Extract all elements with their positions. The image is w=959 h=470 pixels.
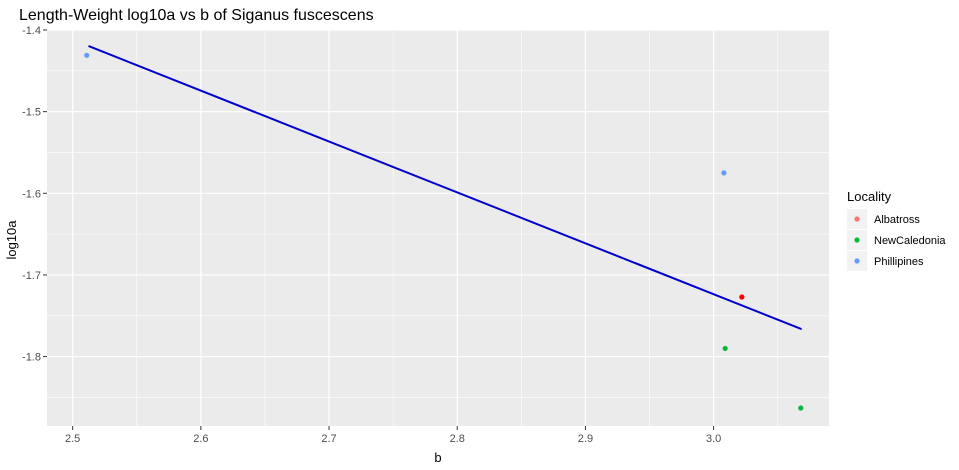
fit-line-group [88, 45, 802, 330]
point-phillipines [84, 52, 90, 58]
x-tick-label: 2.5 [65, 433, 80, 445]
legend-title: Locality [847, 189, 892, 204]
legend-marker-newcaledonia [854, 237, 860, 243]
legend-marker-albatross [854, 216, 860, 222]
grid-major [47, 29, 829, 426]
legend: Locality Albatross NewCaledonia Phillipine… [847, 189, 946, 271]
point-albatross [739, 294, 745, 300]
point-phillipines [721, 170, 727, 176]
point-newcaledonia [722, 345, 728, 352]
points-group [84, 52, 804, 411]
y-tick-label: -1.6 [22, 188, 41, 200]
y-tick-label: -1.7 [22, 270, 41, 282]
y-tick-label: -1.4 [22, 25, 41, 37]
x-tick-label: 2.7 [321, 433, 336, 445]
x-tick-label: 2.6 [193, 433, 208, 445]
fit-line [88, 45, 802, 330]
legend-label-phillipines: Phillipines [874, 256, 924, 268]
x-axis-title: b [434, 450, 441, 465]
plot-panel [47, 30, 829, 426]
x-tick-label: 2.9 [578, 433, 593, 445]
x-tick-label: 3.0 [706, 433, 721, 445]
y-tick-label: -1.5 [22, 107, 41, 119]
y-axis: -1.4 -1.5 -1.6 -1.7 -1.8 [22, 25, 47, 364]
x-axis: 2.5 2.6 2.7 2.8 2.9 3.0 [65, 426, 721, 445]
legend-label-newcaledonia: NewCaledonia [874, 235, 946, 247]
y-tick-label: -1.8 [22, 352, 41, 364]
point-newcaledonia [798, 405, 804, 411]
y-axis-title: log10a [4, 220, 19, 260]
legend-marker-phillipines [854, 258, 860, 264]
x-tick-label: 2.8 [450, 433, 465, 445]
grid-minor [47, 30, 829, 426]
legend-label-albatross: Albatross [874, 214, 920, 226]
chart-title: Length-Weight log10a vs b of Siganus fus… [19, 7, 374, 24]
legend-entries: Albatross NewCaledonia Phillipines [847, 209, 946, 271]
